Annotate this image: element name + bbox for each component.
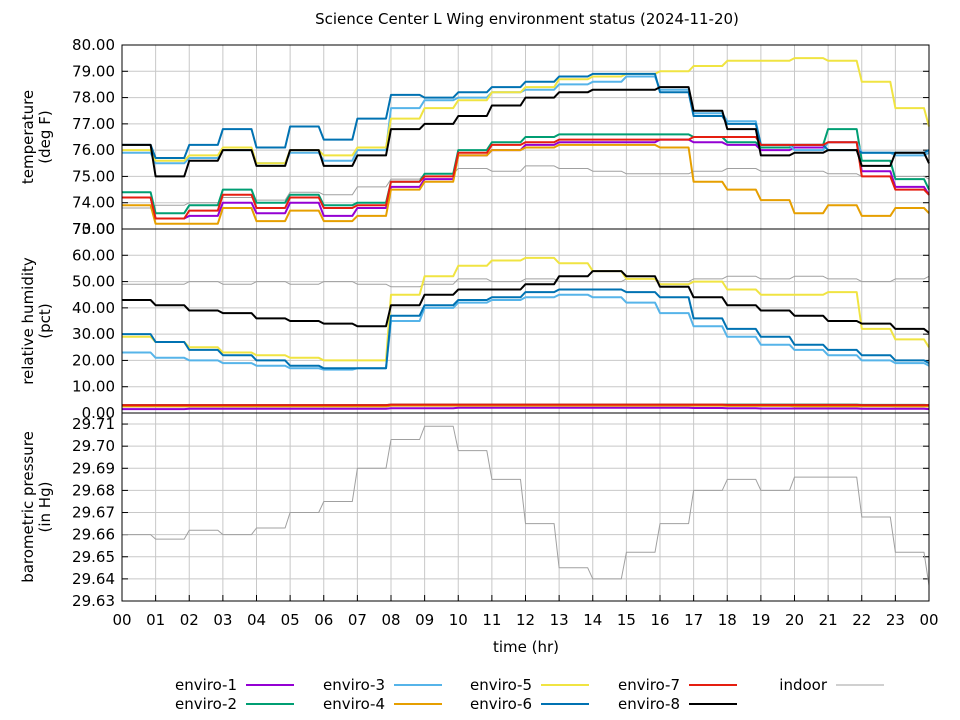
pressure-panel: 29.63 29.64 29.65 29.66 29.67 29.68 29.69 29.70… [19,412,930,610]
humidity-series-enviro-5 [122,256,930,362]
humidity-panel: 0.00 10.00 20.00 30.00 40.00 50.00 60.00 70.00 r… [19,220,930,422]
legend-label-enviro-3: enviro-3 [323,676,385,694]
temperature-y-tick-label: 78.00 [72,89,115,107]
pressure-y-tick-label: 29.64 [72,570,115,588]
temperature-series-enviro-4 [122,143,930,225]
x-tick-label: 22 [852,611,871,629]
chart-title: Science Center L Wing environment status… [315,10,739,28]
humidity-y-tick-label: 20.00 [72,351,115,369]
humidity-y-tick-label: 70.00 [72,220,115,238]
humidity-y-tick-label: 30.00 [72,325,115,343]
pressure-y-axis-label: barometric pressure [19,431,37,583]
x-tick-label: 05 [281,611,300,629]
humidity-y-tick-label: 50.00 [72,273,115,291]
legend-label-enviro-5: enviro-5 [470,676,532,694]
humidity-series-enviro-8 [122,270,930,334]
x-tick-label: 16 [650,611,669,629]
legend-label-enviro-4: enviro-4 [323,695,385,713]
temperature-panel: 73.00 74.00 75.00 76.00 77.00 78.00 79.00 80.00… [19,36,930,238]
x-tick-label: 15 [617,611,636,629]
x-tick-label: 00 [112,611,131,629]
humidity-y-tick-label: 10.00 [72,378,115,396]
humidity-series-enviro-7 [122,403,929,407]
temperature-y-tick-label: 75.00 [72,167,115,185]
x-tick-label: 18 [718,611,737,629]
legend-label-enviro-2: enviro-2 [175,695,237,713]
x-tick-label: 19 [751,611,770,629]
temperature-y-tick-label: 77.00 [72,115,115,133]
x-tick-label: 09 [415,611,434,629]
temperature-y-tick-label: 76.00 [72,141,115,159]
x-tick-label: 07 [348,611,367,629]
x-axis-label: time (hr) [493,638,559,656]
pressure-y-tick-label: 29.68 [72,481,115,499]
pressure-y-tick-label: 29.69 [72,459,115,477]
temperature-y-tick-label: 73.00 [72,220,115,238]
x-tick-label: 21 [819,611,838,629]
pressure-y-tick-label: 29.71 [72,415,115,433]
legend-label-indoor: indoor [779,676,828,694]
humidity-series-enviro-1 [122,406,930,411]
x-axis: 00 01 02 03 04 05 06 07 08 09 10 11 12 13 14 15 16 17 18 19… [112,595,939,629]
humidity-y-axis-label: (pct) [36,303,54,338]
x-tick-label: 03 [213,611,232,629]
temperature-series-enviro-1 [122,138,930,220]
humidity-y-tick-label: 40.00 [72,299,115,317]
pressure-y-tick-label: 29.66 [72,526,115,544]
humidity-series-enviro-3 [122,293,930,371]
x-tick-label: 02 [180,611,199,629]
pressure-series-indoor [122,425,930,586]
pressure-y-tick-label: 29.67 [72,504,115,522]
temperature-y-tick-label: 79.00 [72,62,115,80]
x-tick-label: 08 [381,611,400,629]
temperature-y-tick-label: 74.00 [72,194,115,212]
pressure-y-tick-label: 29.63 [72,592,115,610]
x-tick-label: 06 [314,611,333,629]
legend-label-enviro-7: enviro-7 [618,676,680,694]
temperature-y-axis-label: (deg F) [36,110,54,163]
x-tick-label: 14 [583,611,602,629]
x-tick-label: 17 [684,611,703,629]
pressure-y-tick-label: 29.70 [72,437,115,455]
temperature-series-enviro-8 [122,86,930,178]
humidity-y-tick-label: 0.00 [82,404,115,422]
x-tick-label: 04 [247,611,266,629]
chart-panels: 73.00 74.00 75.00 76.00 77.00 78.00 79.00 80.00… [19,36,930,610]
x-tick-label: 13 [550,611,569,629]
legend-label-enviro-8: enviro-8 [618,695,680,713]
x-tick-label: 10 [449,611,468,629]
humidity-y-tick-label: 60.00 [72,246,115,264]
pressure-y-tick-label: 29.65 [72,548,115,566]
legend-label-enviro-6: enviro-6 [470,695,532,713]
x-tick-label: 20 [785,611,804,629]
x-tick-label: 23 [886,611,905,629]
x-tick-label: 11 [482,611,501,629]
temperature-y-tick-label: 80.00 [72,36,115,54]
x-tick-label: 01 [146,611,165,629]
x-tick-label: 12 [516,611,535,629]
legend-label-enviro-1: enviro-1 [175,676,237,694]
temperature-series-enviro-7 [122,136,930,220]
humidity-series-enviro-6 [122,288,930,370]
x-tick-label: 00 [919,611,938,629]
humidity-y-axis-label: relative humidity [19,257,37,385]
humidity-series-indoor [122,275,930,288]
temperature-y-axis-label: temperature [19,90,37,184]
pressure-y-axis-label: (in Hg) [36,482,54,533]
